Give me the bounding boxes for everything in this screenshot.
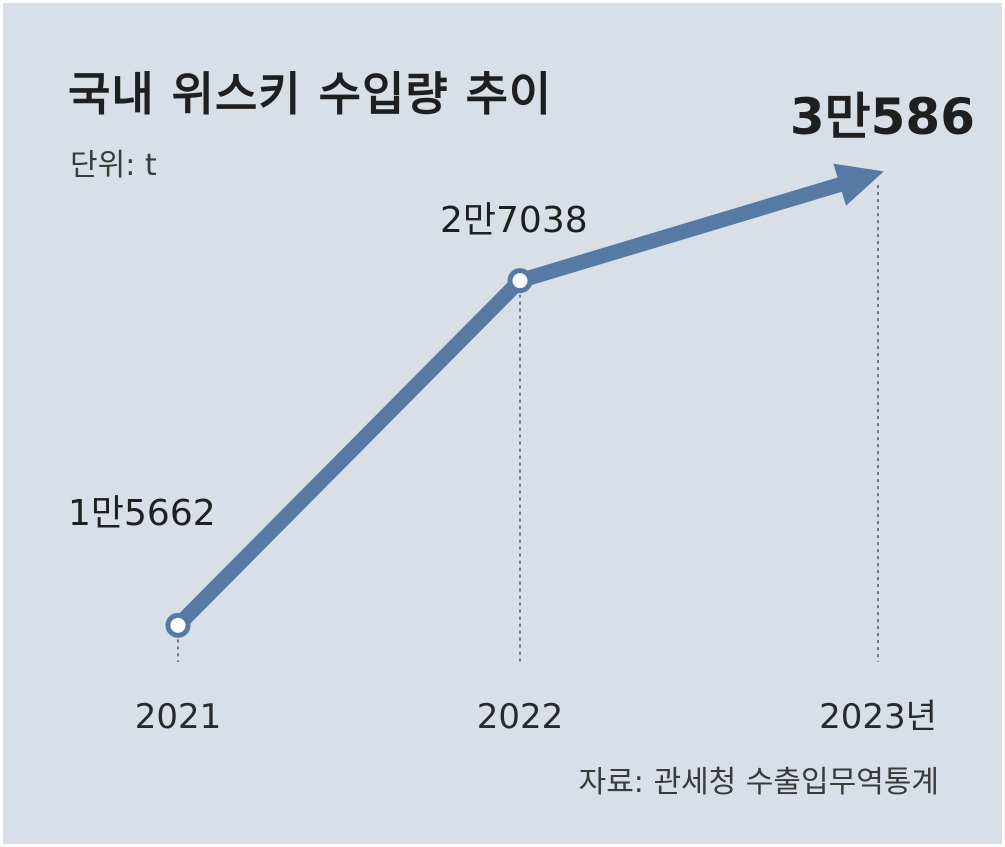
series-line xyxy=(170,175,852,633)
data-point-2021 xyxy=(165,612,191,638)
data-label-2022: 2만7038 xyxy=(440,200,588,241)
data-point-2022 xyxy=(507,268,533,294)
x-tick-label-2022: 2022 xyxy=(477,697,564,737)
source-note: 자료: 관세청 수출입무역통계 xyxy=(578,765,939,800)
data-label-2021: 1만5662 xyxy=(68,493,216,534)
data-label-2023: 3만586 xyxy=(790,88,975,146)
x-tick-label-2023: 2023년 xyxy=(819,697,937,737)
series-arrowhead xyxy=(833,163,884,206)
unit-label: 단위: t xyxy=(70,148,157,183)
chart-panel xyxy=(3,3,1002,844)
chart-title: 국내 위스키 수입량 추이 xyxy=(68,67,553,121)
x-tick-label-2021: 2021 xyxy=(135,697,222,737)
